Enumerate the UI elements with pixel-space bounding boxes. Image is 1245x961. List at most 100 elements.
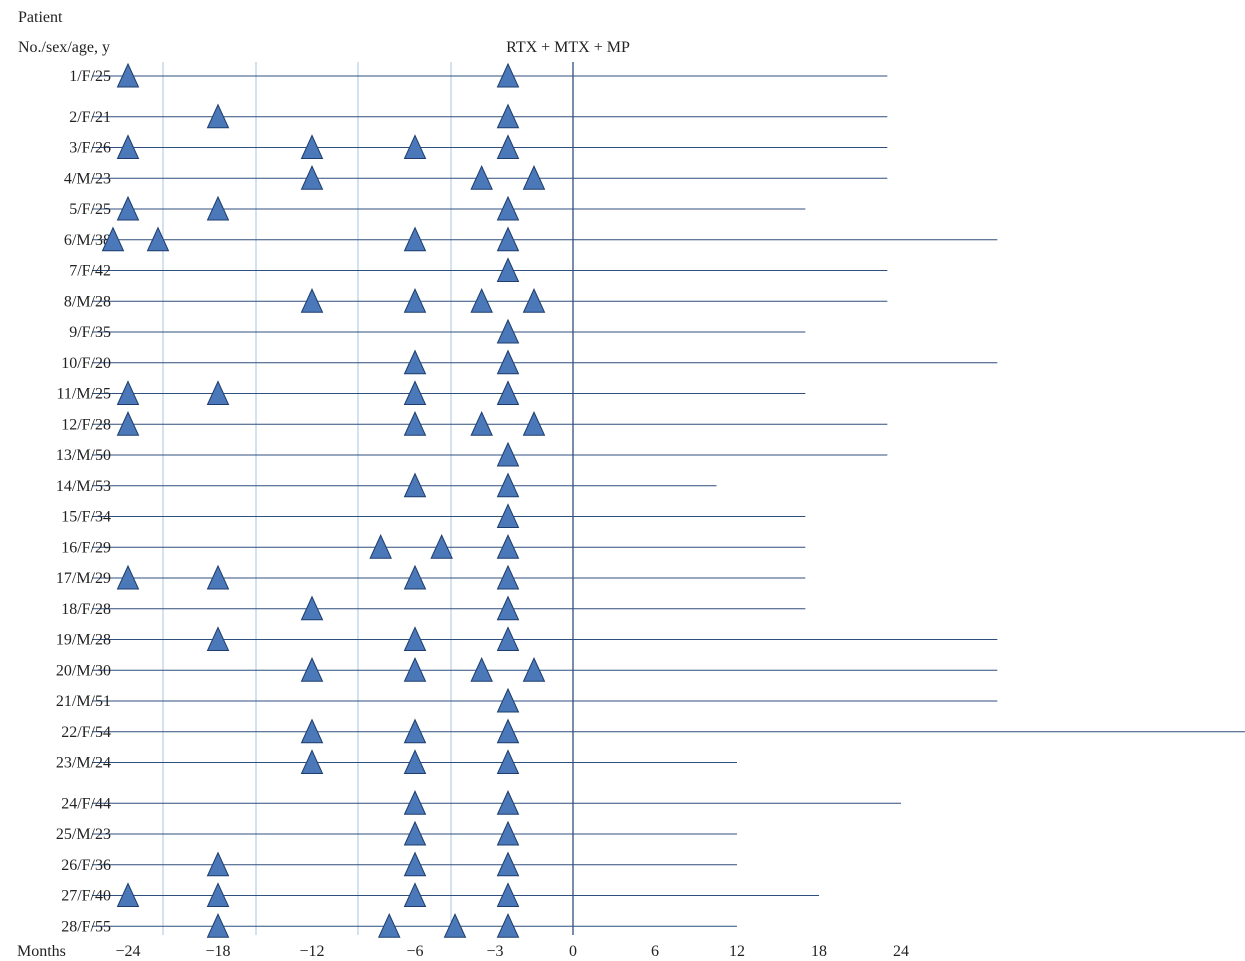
patient-label: 24/F/44: [61, 795, 111, 812]
x-tick-label: 18: [811, 943, 827, 960]
x-axis-label: Months: [17, 943, 66, 960]
patient-label: 14/M/53: [56, 478, 111, 495]
treatment-marker-triangle: [300, 595, 324, 621]
treatment-marker-triangle: [146, 226, 170, 252]
treatment-marker-triangle: [496, 626, 520, 651]
treatment-marker-triangle: [116, 882, 140, 907]
patient-label: 21/M/51: [56, 693, 111, 710]
patient-label: 9/F/35: [69, 324, 111, 341]
treatment-marker-triangle: [496, 687, 520, 713]
treatment-marker-triangle: [116, 380, 140, 405]
treatment-marker-triangle: [496, 472, 520, 498]
treatment-marker-triangle: [470, 657, 493, 682]
treatment-marker-triangle: [403, 134, 427, 159]
treatment-marker-triangle: [206, 380, 230, 405]
treatment-marker-triangle: [496, 441, 520, 467]
x-tick-label: 0: [569, 943, 577, 960]
patient-label: 8/M/28: [64, 293, 111, 310]
patient-label: 25/M/23: [56, 826, 111, 843]
patient-label: 16/F/29: [61, 539, 111, 556]
patient-label: 26/F/36: [61, 857, 111, 874]
treatment-marker-triangle: [496, 595, 520, 621]
patient-label: 20/M/30: [56, 662, 111, 679]
treatment-marker-triangle: [496, 718, 520, 744]
x-tick-label: 12: [729, 943, 745, 960]
patient-label: 5/F/25: [69, 201, 111, 218]
patient-label: 6/M/38: [64, 232, 111, 249]
patient-label: 11/M/25: [56, 386, 111, 403]
treatment-marker-triangle: [522, 288, 546, 313]
treatment-marker-triangle: [496, 380, 520, 405]
treatment-marker-triangle: [116, 195, 140, 221]
treatment-marker-triangle: [496, 503, 520, 528]
x-tick-label: −24: [115, 943, 140, 960]
treatment-marker-triangle: [443, 913, 467, 938]
treatment-marker-triangle: [496, 318, 520, 344]
treatment-marker-triangle: [496, 134, 520, 159]
treatment-marker-triangle: [206, 913, 230, 938]
treatment-marker-triangle: [403, 380, 427, 405]
patient-label: 10/F/20: [61, 355, 111, 372]
treatment-marker-triangle: [403, 349, 427, 375]
treatment-marker-triangle: [300, 288, 324, 313]
patient-label: 23/M/24: [56, 755, 111, 772]
treatment-marker-triangle: [403, 411, 427, 436]
treatment-marker-triangle: [470, 288, 493, 313]
treatment-marker-triangle: [116, 411, 140, 436]
x-tick-label: −12: [299, 943, 324, 960]
treatment-marker-triangle: [496, 882, 520, 907]
patient-label: 17/M/29: [56, 570, 111, 587]
treatment-marker-triangle: [522, 411, 546, 436]
patient-label: 18/F/28: [61, 601, 111, 618]
treatment-marker-triangle: [496, 226, 520, 252]
treatment-marker-triangle: [470, 165, 493, 190]
treatment-marker-triangle: [522, 657, 546, 682]
treatment-marker-triangle: [496, 820, 520, 846]
treatment-marker-triangle: [206, 851, 230, 877]
treatment-marker-triangle: [522, 165, 546, 190]
vertical-gridlines: [162, 62, 452, 935]
x-tick-label: 6: [651, 943, 659, 960]
patient-label: 22/F/54: [61, 724, 111, 741]
treatment-marker-triangle: [300, 749, 324, 774]
treatment-marker-triangle: [403, 626, 427, 651]
patient-label: 4/M/23: [64, 170, 111, 187]
treatment-marker-triangle: [300, 657, 324, 682]
treatment-marker-triangle: [496, 349, 520, 375]
treatment-marker-triangle: [116, 564, 140, 590]
treatment-marker-triangle: [116, 134, 140, 159]
treatment-marker-triangle: [116, 62, 140, 88]
treatment-marker-triangle: [369, 534, 392, 559]
patient-label: 13/M/50: [56, 447, 111, 464]
treatment-markers: [101, 62, 546, 938]
treatment-marker-triangle: [206, 626, 230, 651]
treatment-marker-triangle: [496, 749, 520, 774]
treatment-marker-triangle: [403, 851, 427, 877]
treatment-marker-triangle: [403, 790, 427, 815]
treatment-marker-triangle: [496, 103, 520, 129]
treatment-marker-triangle: [496, 62, 520, 88]
treatment-marker-triangle: [496, 257, 520, 282]
patient-label: 19/M/28: [56, 632, 111, 649]
treatment-marker-triangle: [496, 534, 520, 559]
treatment-marker-triangle: [206, 195, 230, 221]
treatment-marker-triangle: [496, 195, 520, 221]
treatment-marker-triangle: [403, 472, 427, 498]
header-no-sex-age: No./sex/age, y: [18, 39, 110, 56]
treatment-marker-triangle: [403, 288, 427, 313]
treatment-marker-triangle: [300, 134, 324, 159]
patient-label: 12/F/28: [61, 416, 111, 433]
patient-label: 15/F/34: [61, 509, 111, 526]
treatment-annotation: RTX + MTX + MP: [506, 39, 630, 56]
treatment-marker-triangle: [470, 411, 493, 436]
treatment-marker-triangle: [496, 851, 520, 877]
patient-label: 27/F/40: [61, 888, 111, 905]
treatment-marker-triangle: [403, 820, 427, 846]
treatment-marker-triangle: [403, 226, 427, 252]
patient-label: 3/F/26: [69, 140, 111, 157]
patient-labels: 1/F/25 2/F/21 3/F/26 4/M/23 5/F/25 6/M/38 7/F/…: [56, 68, 111, 935]
x-tick-label: −18: [205, 943, 230, 960]
patient-rows: [92, 75, 1245, 927]
patient-label: 28/F/55: [61, 918, 111, 935]
x-axis-ticks: −24 −18 −12 −6 −3 0 6 12 18 24: [115, 943, 909, 960]
